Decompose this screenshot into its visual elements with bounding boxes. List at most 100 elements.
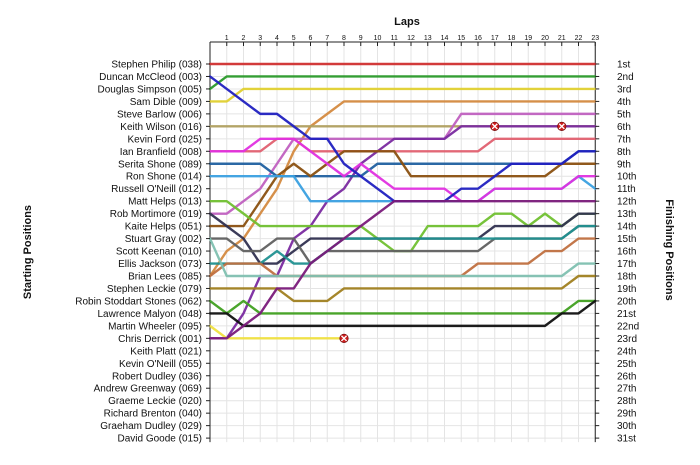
finishing-position-label: 31st <box>617 434 636 445</box>
starting-position-label: Stephen Leckie (079) <box>107 284 202 295</box>
starting-position-label: Steve Barlow (006) <box>117 109 202 120</box>
lap-tick-label: 5 <box>292 35 296 42</box>
lap-tick-label: 15 <box>457 35 465 42</box>
starting-position-label: Rob Mortimore (019) <box>110 209 202 220</box>
lap-tick-label: 1 <box>225 35 229 42</box>
finishing-position-label: 8th <box>617 147 631 158</box>
series-line <box>208 137 597 203</box>
starting-position-label: Sam Dible (009) <box>130 97 202 108</box>
starting-position-label: David Goode (015) <box>118 434 203 445</box>
series-line <box>208 237 597 278</box>
starting-position-label: Richard Brenton (040) <box>104 409 202 420</box>
finishing-position-label: 15th <box>617 234 636 245</box>
lap-tick-label: 13 <box>424 35 432 42</box>
finishing-position-label: 1st <box>617 60 631 71</box>
starting-position-label: Robert Dudley (036) <box>112 371 202 382</box>
finishing-position-label: 19th <box>617 284 636 295</box>
x-axis-title: Laps <box>394 16 420 28</box>
lap-tick-label: 10 <box>374 35 382 42</box>
left-axis-title: Starting Positions <box>22 205 34 299</box>
finishing-position-label: 21st <box>617 309 636 320</box>
starting-position-label: Ian Branfield (008) <box>120 147 202 158</box>
finishing-position-label: 13th <box>617 209 636 220</box>
starting-position-label: Russell O'Neill (012) <box>111 184 202 195</box>
right-axis-title: Finishing Positions <box>663 199 675 300</box>
lap-tick-label: 9 <box>359 35 363 42</box>
starting-position-label: Kevin Ford (025) <box>128 134 202 145</box>
finishing-position-label: 16th <box>617 247 636 258</box>
lap-tick-label: 18 <box>508 35 516 42</box>
starting-position-label: Robin Stoddart Stones (062) <box>75 296 202 307</box>
finishing-position-label: 28th <box>617 396 636 407</box>
retired-marker <box>490 121 500 131</box>
finishing-position-label: 3rd <box>617 84 631 95</box>
series-line <box>208 224 597 265</box>
finishing-position-labels: 1st2nd3rd4th5th6th7th8th9th10th11th12th1… <box>595 60 639 445</box>
lap-tick-label: 11 <box>391 35 398 42</box>
finishing-position-label: 27th <box>617 384 636 395</box>
starting-position-label: Serita Shone (089) <box>118 159 202 170</box>
lap-tick-label: 3 <box>258 35 262 42</box>
finishing-position-label: 5th <box>617 109 631 120</box>
lap-tick-label: 20 <box>541 35 549 42</box>
starting-position-label: Douglas Simpson (005) <box>98 84 203 95</box>
starting-position-label: Chris Derrick (001) <box>118 334 202 345</box>
finishing-position-label: 2nd <box>617 72 634 83</box>
finishing-position-label: 24th <box>617 346 636 357</box>
series-line <box>208 299 597 315</box>
starting-position-label: Martin Wheeler (095) <box>108 321 202 332</box>
retired-markers <box>339 121 567 343</box>
starting-position-label: Stuart Gray (002) <box>125 234 202 245</box>
starting-position-label: Kaite Helps (051) <box>125 222 202 233</box>
finishing-position-label: 18th <box>617 271 636 282</box>
series-line <box>208 274 597 303</box>
series-line <box>208 75 597 91</box>
lap-tick-label: 7 <box>325 35 329 42</box>
lap-tick-label: 22 <box>575 35 583 42</box>
lap-tick-label: 16 <box>474 35 482 42</box>
lap-tick-label: 2 <box>242 35 246 42</box>
starting-position-label: Keith Platt (021) <box>130 346 202 357</box>
lap-tick-label: 14 <box>441 35 449 42</box>
starting-position-label: Graeme Leckie (020) <box>108 396 202 407</box>
starting-position-label: Scott Keenan (010) <box>116 247 202 258</box>
starting-position-label: Lawrence Malyon (048) <box>98 309 203 320</box>
finishing-position-label: 17th <box>617 259 636 270</box>
finishing-position-label: 12th <box>617 197 636 208</box>
lap-tick-label: 8 <box>342 35 346 42</box>
retired-marker <box>339 333 349 343</box>
starting-position-label: Keith Wilson (016) <box>120 122 202 133</box>
retired-marker-cross <box>558 123 565 130</box>
finishing-position-label: 9th <box>617 159 631 170</box>
starting-position-label: Brian Lees (085) <box>128 271 202 282</box>
series-line <box>208 324 346 340</box>
finishing-position-label: 11th <box>617 184 636 195</box>
series-line <box>208 199 597 340</box>
starting-position-label: Duncan McCleod (003) <box>99 72 202 83</box>
starting-position-label: Graeham Dudley (029) <box>100 421 202 432</box>
starting-position-label: Kevin O'Neill (055) <box>119 359 202 370</box>
lap-tick-label: 19 <box>524 35 532 42</box>
lap-ticks: 1 2 3 4 5 6 7 8 9 10 11 12 13 14 15 16 17 18 19 20 21 22 23 <box>225 35 599 46</box>
series-lines <box>208 62 597 340</box>
retired-marker-cross <box>491 123 498 130</box>
series-line <box>208 100 597 278</box>
finishing-position-label: 22nd <box>617 321 639 332</box>
finishing-position-label: 7th <box>617 134 631 145</box>
finishing-position-label: 6th <box>617 122 631 133</box>
finishing-position-label: 26th <box>617 371 636 382</box>
lap-tick-label: 4 <box>275 35 279 42</box>
starting-position-label: Ellis Jackson (073) <box>118 259 202 270</box>
retired-marker-cross <box>340 335 348 342</box>
finishing-position-label: 10th <box>617 172 636 183</box>
finishing-position-label: 14th <box>617 222 636 233</box>
finishing-position-label: 29th <box>617 409 636 420</box>
lap-tick-label: 6 <box>309 35 313 42</box>
starting-position-label: Stephen Philip (038) <box>111 60 202 71</box>
starting-position-labels: Stephen Philip (038)Duncan McCleod (003)… <box>75 60 210 445</box>
finishing-position-label: 4th <box>617 97 631 108</box>
series-line <box>208 150 597 228</box>
finishing-position-label: 20th <box>617 296 636 307</box>
series-line <box>208 299 597 328</box>
